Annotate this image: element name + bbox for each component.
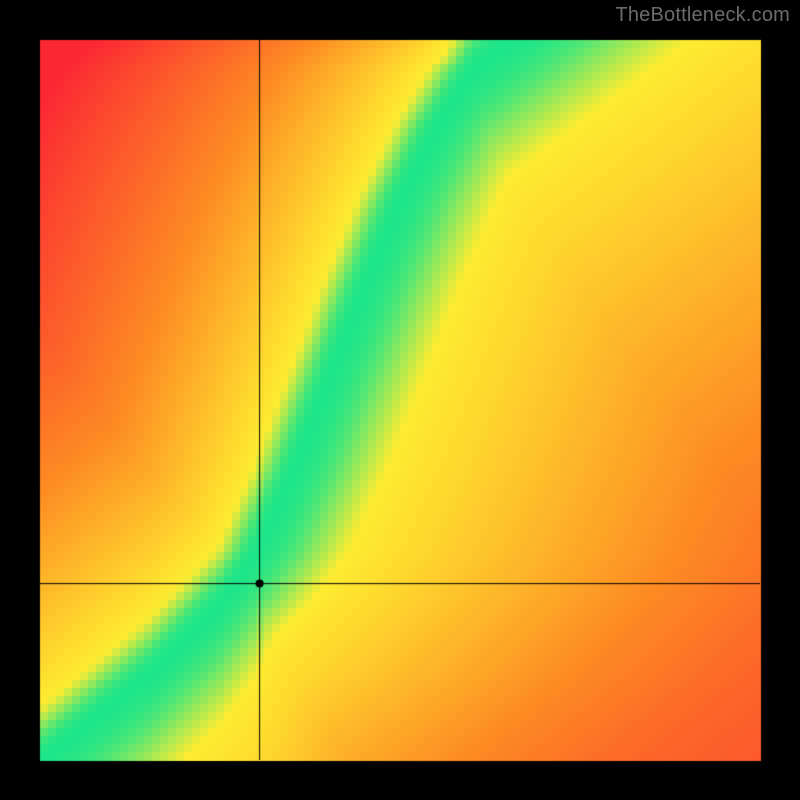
bottleneck-heatmap <box>0 0 800 800</box>
watermark-text: TheBottleneck.com <box>615 4 790 27</box>
chart-container: TheBottleneck.com <box>0 0 800 800</box>
